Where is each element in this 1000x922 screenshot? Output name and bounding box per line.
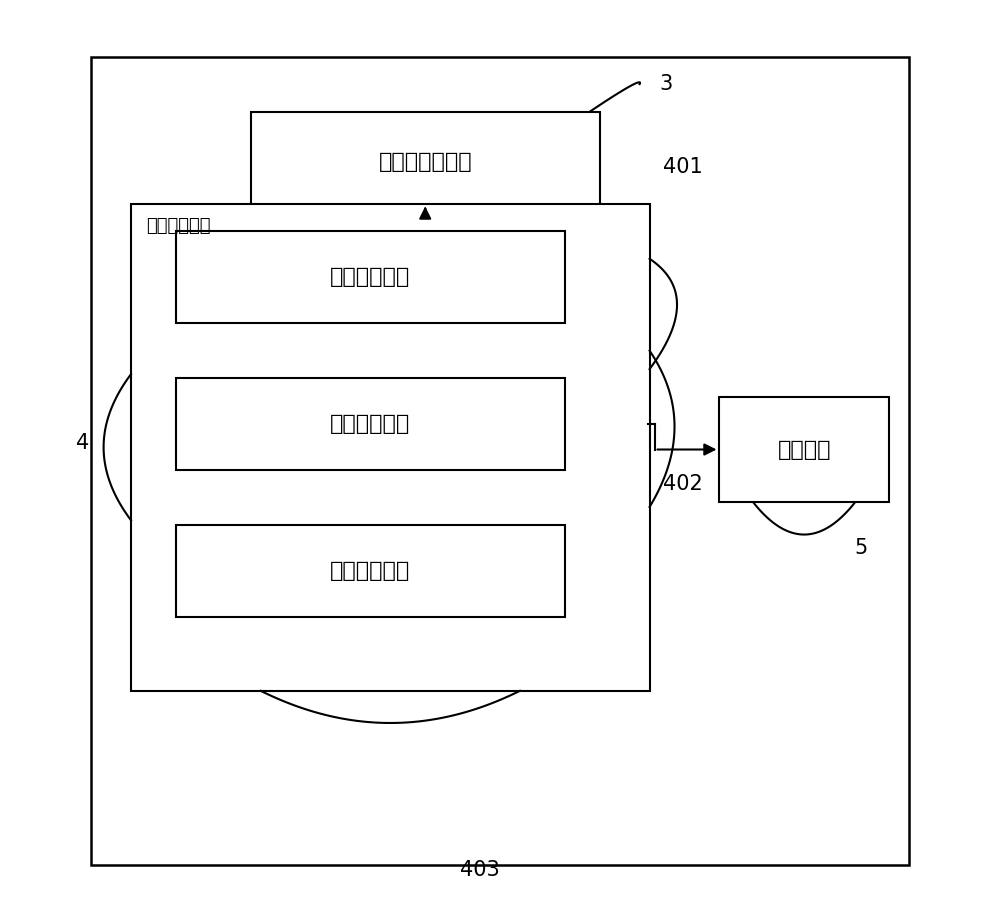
Bar	[176, 378, 565, 470]
Bar	[131, 204, 650, 691]
Text: 5: 5	[854, 538, 867, 559]
Text: 402: 402	[663, 474, 702, 494]
Bar	[91, 56, 909, 866]
Bar	[719, 396, 889, 502]
Bar	[251, 112, 600, 213]
Text: 语音处理模块: 语音处理模块	[146, 218, 210, 235]
Text: 录制弹幕单元: 录制弹幕单元	[330, 414, 410, 434]
Text: 403: 403	[460, 860, 500, 881]
Bar	[176, 526, 565, 617]
Text: 3: 3	[660, 74, 673, 94]
Text: 关闭弹幕单元: 关闭弹幕单元	[330, 561, 410, 581]
Text: 401: 401	[663, 157, 702, 177]
Text: 关键词配置模块: 关键词配置模块	[378, 152, 472, 172]
Bar	[176, 231, 565, 323]
Text: 开启弹幕单元: 开启弹幕单元	[330, 267, 410, 287]
Text: 4: 4	[76, 432, 89, 453]
Text: 调用模块: 调用模块	[777, 440, 831, 459]
